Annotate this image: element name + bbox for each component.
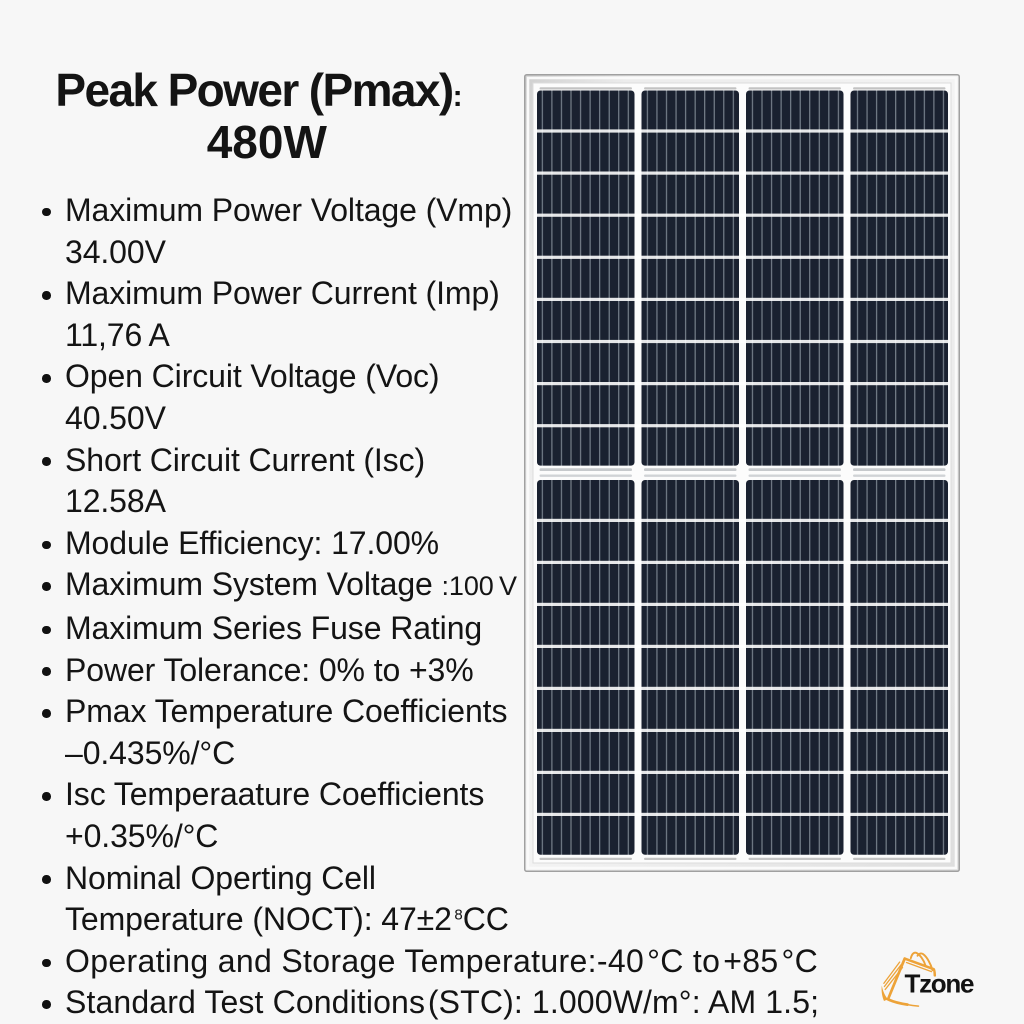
svg-text:Tzone: Tzone (905, 969, 974, 999)
